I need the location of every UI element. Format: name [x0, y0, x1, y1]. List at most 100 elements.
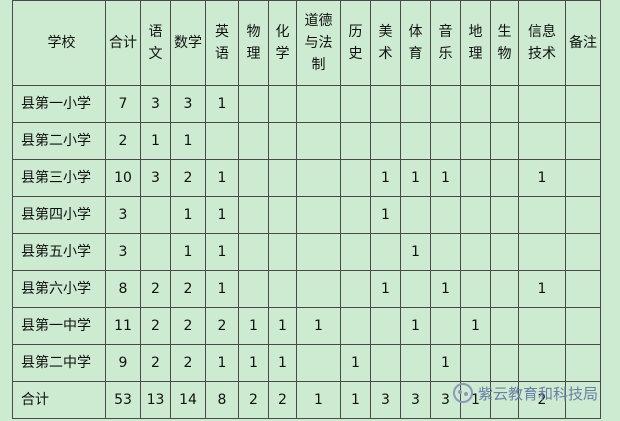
- cell: [340, 159, 371, 197]
- cell: [296, 233, 341, 271]
- cell: [565, 344, 601, 382]
- cell: [460, 196, 491, 234]
- cell: [238, 270, 269, 308]
- row-label: 县第一小学: [12, 85, 106, 123]
- cell: [140, 233, 171, 271]
- cell: 2: [170, 270, 206, 308]
- table-row: 县第三小学 10 3 2 1 1 1 1 1: [12, 159, 601, 197]
- cell: 1: [370, 196, 401, 234]
- header-cell: 地理: [460, 0, 491, 86]
- table-row: 县第二中学 9 2 2 1 1 1 1 1: [12, 344, 601, 382]
- cell: [490, 233, 519, 271]
- cell: [238, 159, 269, 197]
- cell: [238, 122, 269, 160]
- cell: [370, 307, 401, 345]
- cell: [518, 307, 566, 345]
- cell: 1: [170, 233, 206, 271]
- row-label: 合计: [12, 381, 106, 419]
- cell: [370, 85, 401, 123]
- cell: [340, 233, 371, 271]
- header-cell: 音乐: [430, 0, 461, 86]
- cell: 1: [205, 159, 239, 197]
- cell: 1: [170, 122, 206, 160]
- cell: [565, 196, 601, 234]
- cell: 1: [518, 270, 566, 308]
- cell: [268, 270, 297, 308]
- cell: [296, 344, 341, 382]
- cell: [400, 122, 431, 160]
- cell: [490, 122, 519, 160]
- cell: [268, 233, 297, 271]
- cell: 1: [430, 270, 461, 308]
- cell: 1: [400, 233, 431, 271]
- cell: [340, 270, 371, 308]
- header-cell: 历史: [340, 0, 371, 86]
- cell: 1: [340, 344, 371, 382]
- cell: 11: [105, 307, 141, 345]
- cell: 1: [518, 159, 566, 197]
- cell: [296, 159, 341, 197]
- cell: 1: [296, 307, 341, 345]
- cell: [518, 85, 566, 123]
- cell: 2: [518, 381, 566, 419]
- cell: [565, 85, 601, 123]
- cell: 1: [400, 159, 431, 197]
- cell: 1: [370, 159, 401, 197]
- cell: [430, 85, 461, 123]
- cell: [565, 233, 601, 271]
- row-label: 县第二中学: [12, 344, 106, 382]
- cell: 2: [170, 159, 206, 197]
- cell: 3: [370, 381, 401, 419]
- cell: 13: [140, 381, 171, 419]
- cell: 10: [105, 159, 141, 197]
- cell: [340, 307, 371, 345]
- cell: [400, 270, 431, 308]
- cell: [460, 233, 491, 271]
- header-cell: 物理: [238, 0, 269, 86]
- cell: [490, 344, 519, 382]
- cell: [518, 344, 566, 382]
- cell: 1: [205, 196, 239, 234]
- cell: 3: [170, 85, 206, 123]
- cell: [140, 196, 171, 234]
- watermark-icon: [453, 383, 473, 403]
- cell: 1: [170, 196, 206, 234]
- table-row: 县第五小学 3 1 1 1: [12, 233, 601, 271]
- cell: [490, 381, 519, 419]
- header-cell: 体育: [400, 0, 431, 86]
- cell: [565, 381, 601, 419]
- cell: [490, 85, 519, 123]
- cell: [268, 122, 297, 160]
- cell: 2: [105, 122, 141, 160]
- cell: 2: [268, 381, 297, 419]
- cell: 9: [105, 344, 141, 382]
- header-cell: 化学: [268, 0, 297, 86]
- cell: 2: [140, 270, 171, 308]
- cell: 1: [238, 344, 269, 382]
- cell: [518, 196, 566, 234]
- cell: 1: [205, 85, 239, 123]
- cell: 1: [400, 307, 431, 345]
- cell: 1: [238, 307, 269, 345]
- cell: 2: [205, 307, 239, 345]
- cell: 1: [460, 307, 491, 345]
- cell: 7: [105, 85, 141, 123]
- cell: [460, 85, 491, 123]
- header-cell: 信息技术: [518, 0, 566, 86]
- header-cell: 语文: [140, 0, 171, 86]
- cell: [490, 159, 519, 197]
- cell: [430, 122, 461, 160]
- table-row: 县第一小学 7 3 3 1: [12, 85, 601, 123]
- header-cell: 合计: [105, 0, 141, 86]
- cell: [238, 233, 269, 271]
- cell: [370, 122, 401, 160]
- table-row: 县第二小学 2 1 1: [12, 122, 601, 160]
- cell: 8: [105, 270, 141, 308]
- cell: 2: [140, 344, 171, 382]
- watermark-text: 紫云教育和科技局: [478, 384, 599, 403]
- cell: [460, 159, 491, 197]
- header-cell: 数学: [170, 0, 206, 86]
- cell: [565, 270, 601, 308]
- cell: [490, 196, 519, 234]
